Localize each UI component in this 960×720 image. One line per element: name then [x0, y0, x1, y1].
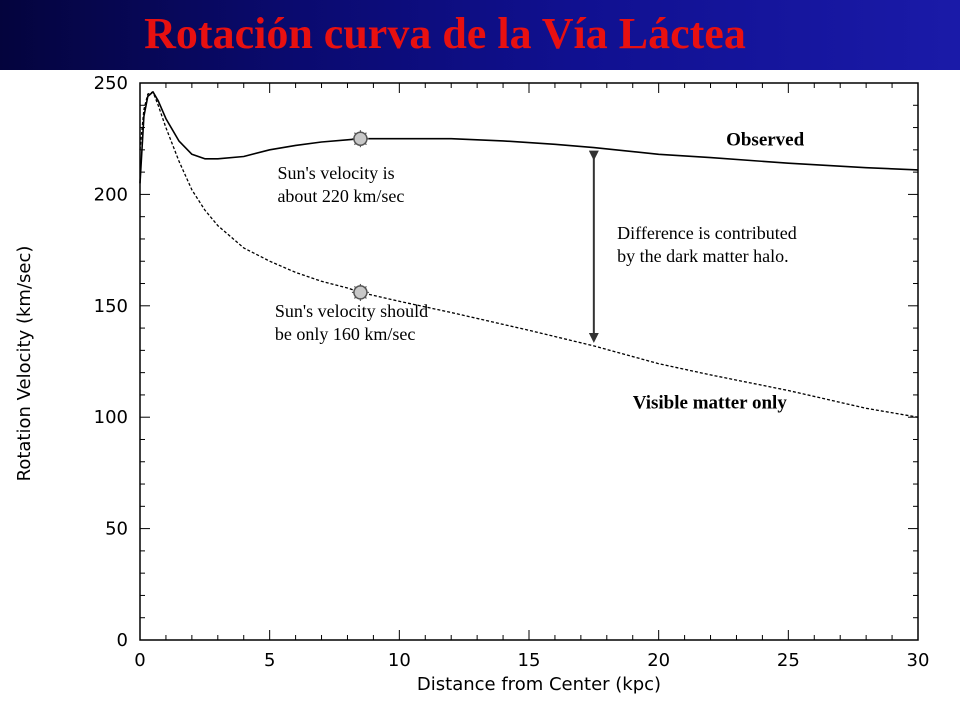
- x-tick-label: 10: [388, 650, 411, 671]
- sun-marker-circle: [353, 131, 368, 146]
- x-tick-label: 15: [518, 650, 541, 671]
- chart-annotation: Difference is contributed: [617, 223, 797, 243]
- sun-marker-ray: [364, 132, 367, 135]
- y-tick-label: 200: [94, 184, 128, 205]
- chart-annotation: be only 160 km/sec: [275, 324, 415, 344]
- axis-ticks: 0 5 10 15 20 25 30 0 50 100 150 200 250: [94, 73, 930, 671]
- y-axis-label: Rotation Velocity (km/sec): [14, 246, 35, 482]
- x-tick-label: 5: [264, 650, 275, 671]
- y-tick-label: 100: [94, 407, 128, 428]
- sun-marker-circle: [353, 285, 368, 300]
- y-tick-label: 150: [94, 296, 128, 317]
- sun-marker-ray: [353, 285, 357, 289]
- sun-marker-ray: [353, 142, 357, 146]
- series-line-observed: [139, 91, 919, 184]
- sun-marker-ray: [364, 142, 367, 146]
- series-line-visible-matter: [139, 91, 919, 418]
- x-tick-label: 25: [777, 650, 800, 671]
- x-axis-label: Distance from Center (kpc): [417, 674, 661, 695]
- rotation-curve-chart: 0 5 10 15 20 25 30 0 50 100 150 200 250 Observed Sun'…: [0, 70, 960, 720]
- chart-annotation: by the dark matter halo.: [617, 246, 788, 266]
- y-tick-label: 50: [105, 519, 128, 540]
- title-banner: Rotación curva de la Vía Láctea: [0, 0, 960, 70]
- y-tick-label: 250: [94, 73, 128, 94]
- x-tick-label: 20: [647, 650, 670, 671]
- marker-layer: [351, 130, 599, 343]
- sun-marker-ray: [353, 296, 357, 299]
- plot-frame: [139, 82, 919, 641]
- x-tick-label: 30: [907, 650, 930, 671]
- sun-marker-ray: [353, 132, 357, 135]
- chart-annotation: Observed: [726, 129, 805, 150]
- chart-svg: 0 5 10 15 20 25 30 0 50 100 150 200 250 Observed Sun'…: [14, 73, 930, 695]
- y-tick-label: 0: [117, 630, 128, 651]
- slide-title: Rotación curva de la Vía Láctea: [144, 9, 746, 58]
- annotation-layer: Observed Sun's velocity is about 220 km/se…: [275, 129, 805, 413]
- chart-annotation: Visible matter only: [633, 392, 788, 413]
- chart-annotation: Sun's velocity should: [275, 301, 428, 321]
- series-layer: [139, 91, 919, 418]
- sun-marker: [351, 283, 369, 301]
- x-tick-label: 0: [134, 650, 145, 671]
- sun-marker-ray: [364, 296, 367, 299]
- chart-annotation: about 220 km/sec: [277, 186, 404, 206]
- sun-marker: [351, 130, 369, 148]
- sun-marker-ray: [364, 285, 367, 289]
- chart-annotation: Sun's velocity is: [277, 163, 394, 183]
